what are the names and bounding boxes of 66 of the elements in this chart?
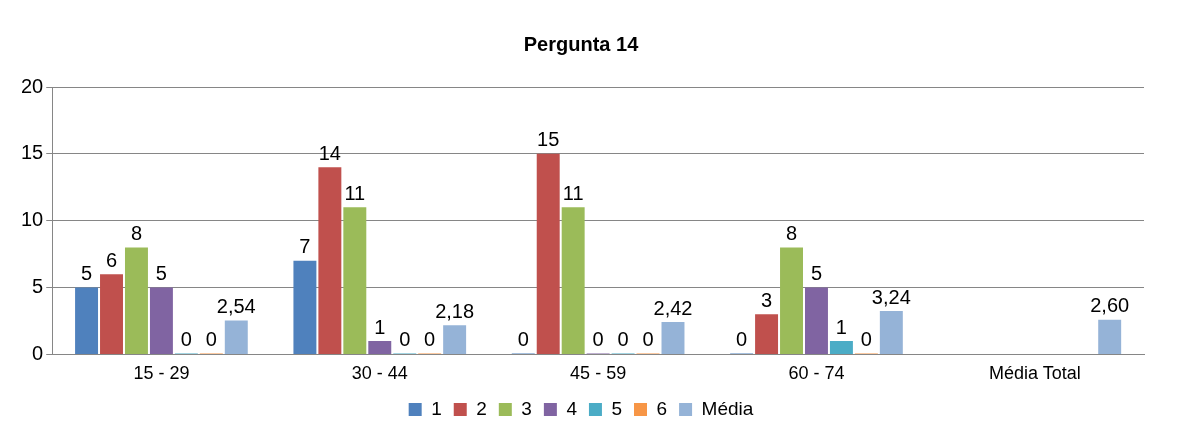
data-label: 0 — [617, 327, 629, 350]
bar — [443, 325, 467, 354]
data-label: 15 — [537, 128, 560, 151]
data-label: 0 — [180, 327, 192, 350]
y-tick-label: 10 — [21, 208, 44, 231]
y-tick-label: 5 — [32, 275, 44, 298]
data-label: 0 — [399, 327, 411, 350]
bar — [805, 287, 828, 354]
bar — [755, 314, 779, 354]
y-tick-label: 0 — [32, 341, 44, 364]
bar — [75, 287, 99, 354]
data-label: 8 — [130, 221, 143, 244]
bar — [561, 207, 585, 354]
bar — [368, 341, 392, 354]
bar — [149, 287, 173, 354]
bar — [661, 322, 685, 354]
bar — [536, 153, 560, 354]
data-label: 8 — [785, 221, 798, 244]
legend-label: 4 — [566, 397, 578, 419]
data-label: 6 — [105, 248, 118, 271]
bar — [293, 260, 317, 354]
bar — [318, 167, 342, 354]
legend-label: 5 — [611, 397, 623, 419]
data-label: 5 — [810, 262, 823, 285]
bar — [1098, 319, 1122, 354]
data-label: 0 — [860, 327, 872, 350]
legend-label: 2 — [476, 397, 487, 419]
data-label: 1 — [374, 315, 386, 338]
data-label: 5 — [81, 262, 93, 285]
bar — [780, 247, 803, 354]
legend-label: 6 — [656, 397, 668, 419]
bar — [224, 320, 248, 354]
data-label: 2,42 — [653, 296, 693, 319]
data-label: 1 — [835, 315, 847, 338]
y-tick-label: 15 — [21, 141, 44, 164]
chart-title: Pergunta 14 — [523, 32, 640, 55]
data-label: 14 — [318, 141, 341, 164]
data-label: 0 — [736, 327, 748, 350]
legend-label: 1 — [431, 397, 442, 419]
data-label: 3,24 — [871, 285, 911, 308]
data-label: 3 — [761, 288, 773, 311]
bar — [343, 207, 367, 354]
data-label: 0 — [205, 327, 217, 350]
data-label: 7 — [299, 235, 311, 258]
data-label: 2,18 — [435, 299, 475, 322]
x-tick-label: 30 - 44 — [351, 363, 408, 384]
legend-label: Média — [701, 397, 754, 419]
y-tick-label: 20 — [21, 74, 44, 97]
data-label: 0 — [424, 327, 436, 350]
x-tick-label: Média Total — [988, 363, 1081, 384]
data-label: 0 — [592, 327, 604, 350]
data-label: 0 — [517, 327, 529, 350]
bar — [124, 247, 148, 354]
data-label: 2,54 — [216, 294, 256, 317]
x-tick-label: 60 - 74 — [788, 363, 845, 384]
data-label: 11 — [344, 181, 366, 204]
x-tick-label: 15 - 29 — [133, 363, 190, 384]
x-tick-label: 45 - 59 — [570, 363, 627, 384]
data-label: 5 — [155, 262, 167, 285]
data-label: 2,60 — [1090, 294, 1130, 317]
legend-label: 3 — [521, 397, 532, 419]
bar — [829, 341, 853, 354]
data-label: 0 — [642, 327, 654, 350]
bar — [879, 311, 903, 354]
bar — [100, 274, 123, 354]
data-label: 11 — [562, 181, 584, 204]
